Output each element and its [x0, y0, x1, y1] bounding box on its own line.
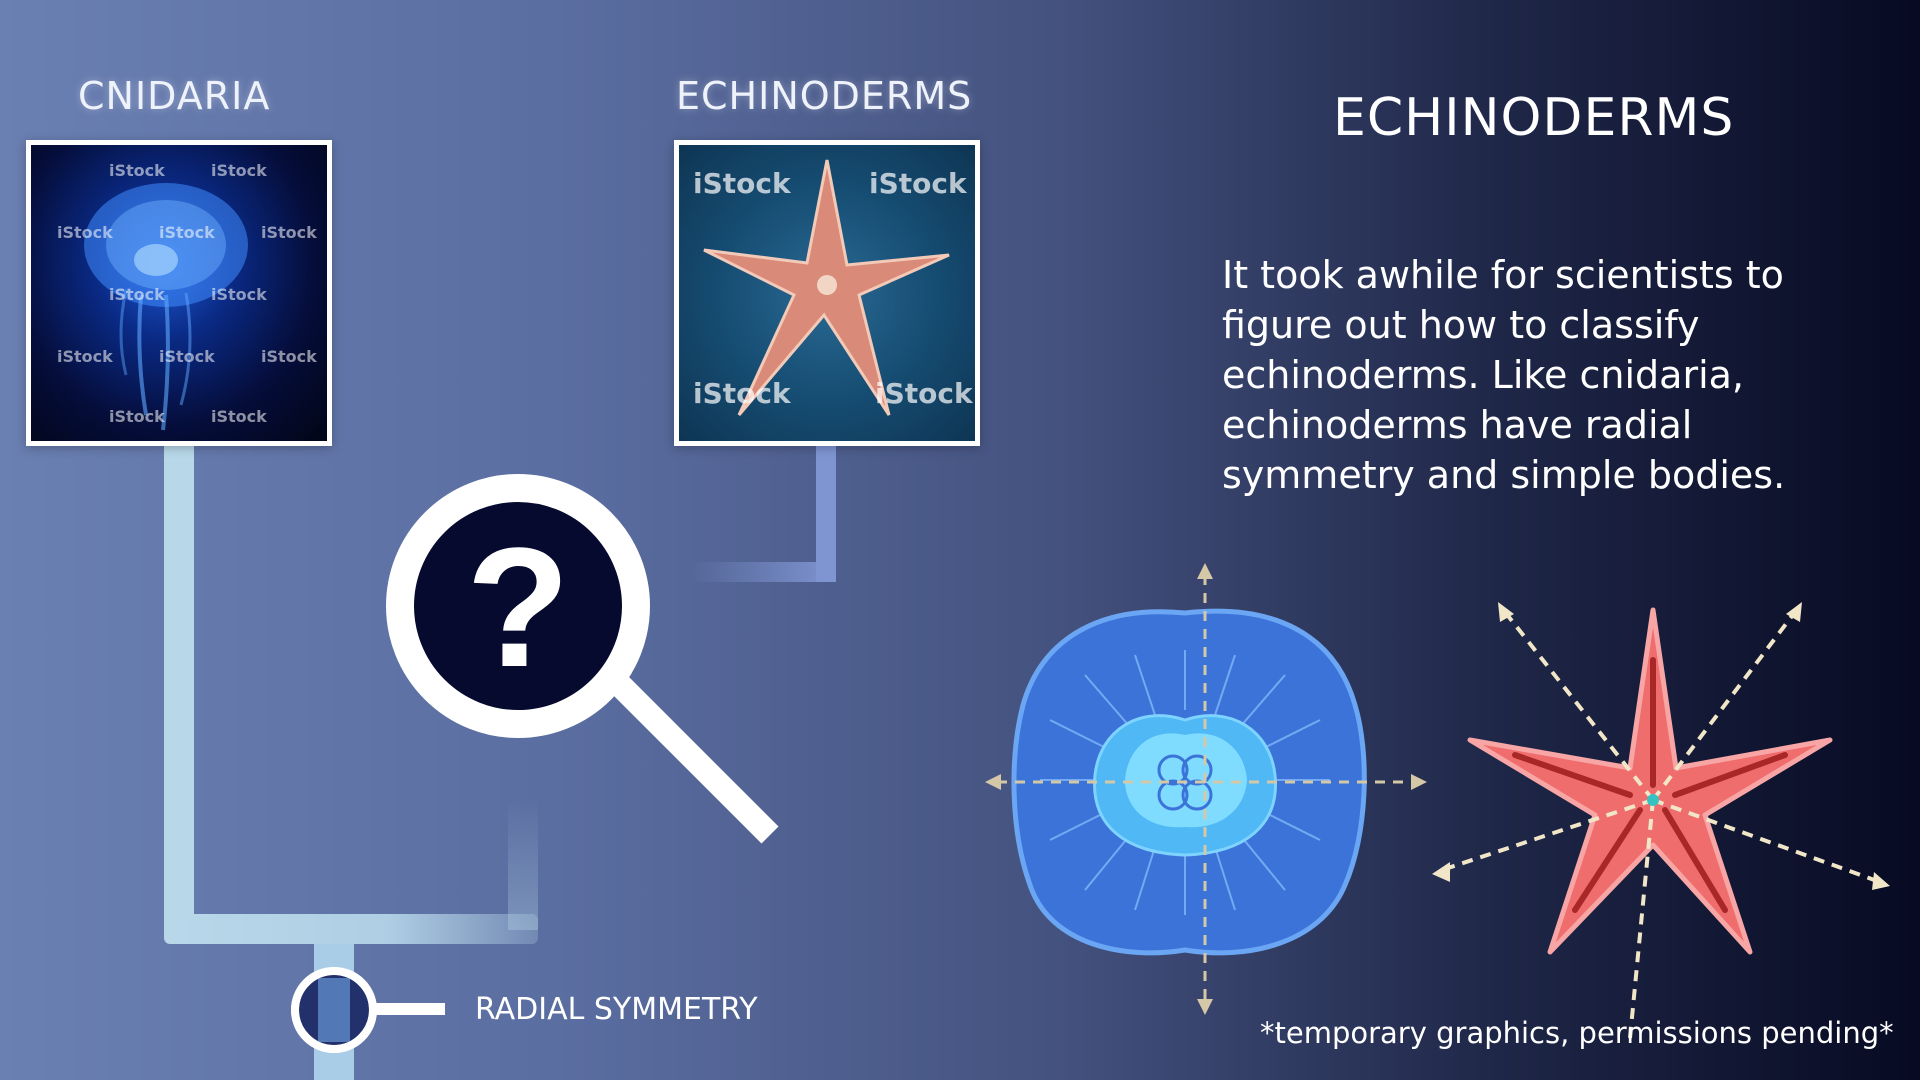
watermark: iStock	[261, 223, 317, 242]
watermark: iStock	[159, 347, 215, 366]
watermark: iStock	[109, 407, 165, 426]
watermark: iStock	[109, 285, 165, 304]
page-title: ECHINODERMS	[1333, 88, 1735, 148]
watermark: iStock	[109, 161, 165, 180]
watermark: iStock	[211, 407, 267, 426]
watermark: iStock	[869, 167, 967, 200]
echinoderms-heading: ECHINODERMS	[676, 74, 973, 118]
echinoderm-branch-horizontal	[690, 562, 836, 582]
watermark: iStock	[57, 347, 113, 366]
radial-symmetry-label: RADIAL SYMMETRY	[475, 992, 758, 1027]
cnidaria-branch	[164, 440, 194, 920]
footnote: *temporary graphics, permissions pending…	[1260, 1016, 1894, 1050]
bottom-branch	[164, 914, 538, 944]
watermark: iStock	[57, 223, 113, 242]
watermark: iStock	[211, 285, 267, 304]
echinoderm-branch	[816, 444, 836, 582]
description-text: It took awhile for scientists to figure …	[1222, 253, 1786, 497]
jellyfish-photo: iStock iStock iStock iStock iStock iStoc…	[26, 140, 332, 446]
watermark: iStock	[875, 377, 973, 410]
magnifying-glass-icon: ?	[386, 474, 779, 844]
question-mark: ?	[466, 513, 570, 703]
watermark: iStock	[261, 347, 317, 366]
node-connector	[365, 1003, 445, 1015]
cnidaria-heading: CNIDARIA	[78, 74, 271, 118]
rising-branch	[508, 800, 538, 930]
watermark: iStock	[159, 223, 215, 242]
watermark: iStock	[693, 167, 791, 200]
starfish-icon	[703, 159, 950, 416]
watermark: iStock	[693, 377, 791, 410]
jellyfish-symmetry-diagram	[985, 563, 1427, 1015]
starfish-symmetry-diagram	[1432, 602, 1890, 1039]
starfish-photo: iStock iStock iStock iStock	[674, 140, 980, 446]
jellyfish-icon	[84, 183, 248, 431]
watermark: iStock	[211, 161, 267, 180]
